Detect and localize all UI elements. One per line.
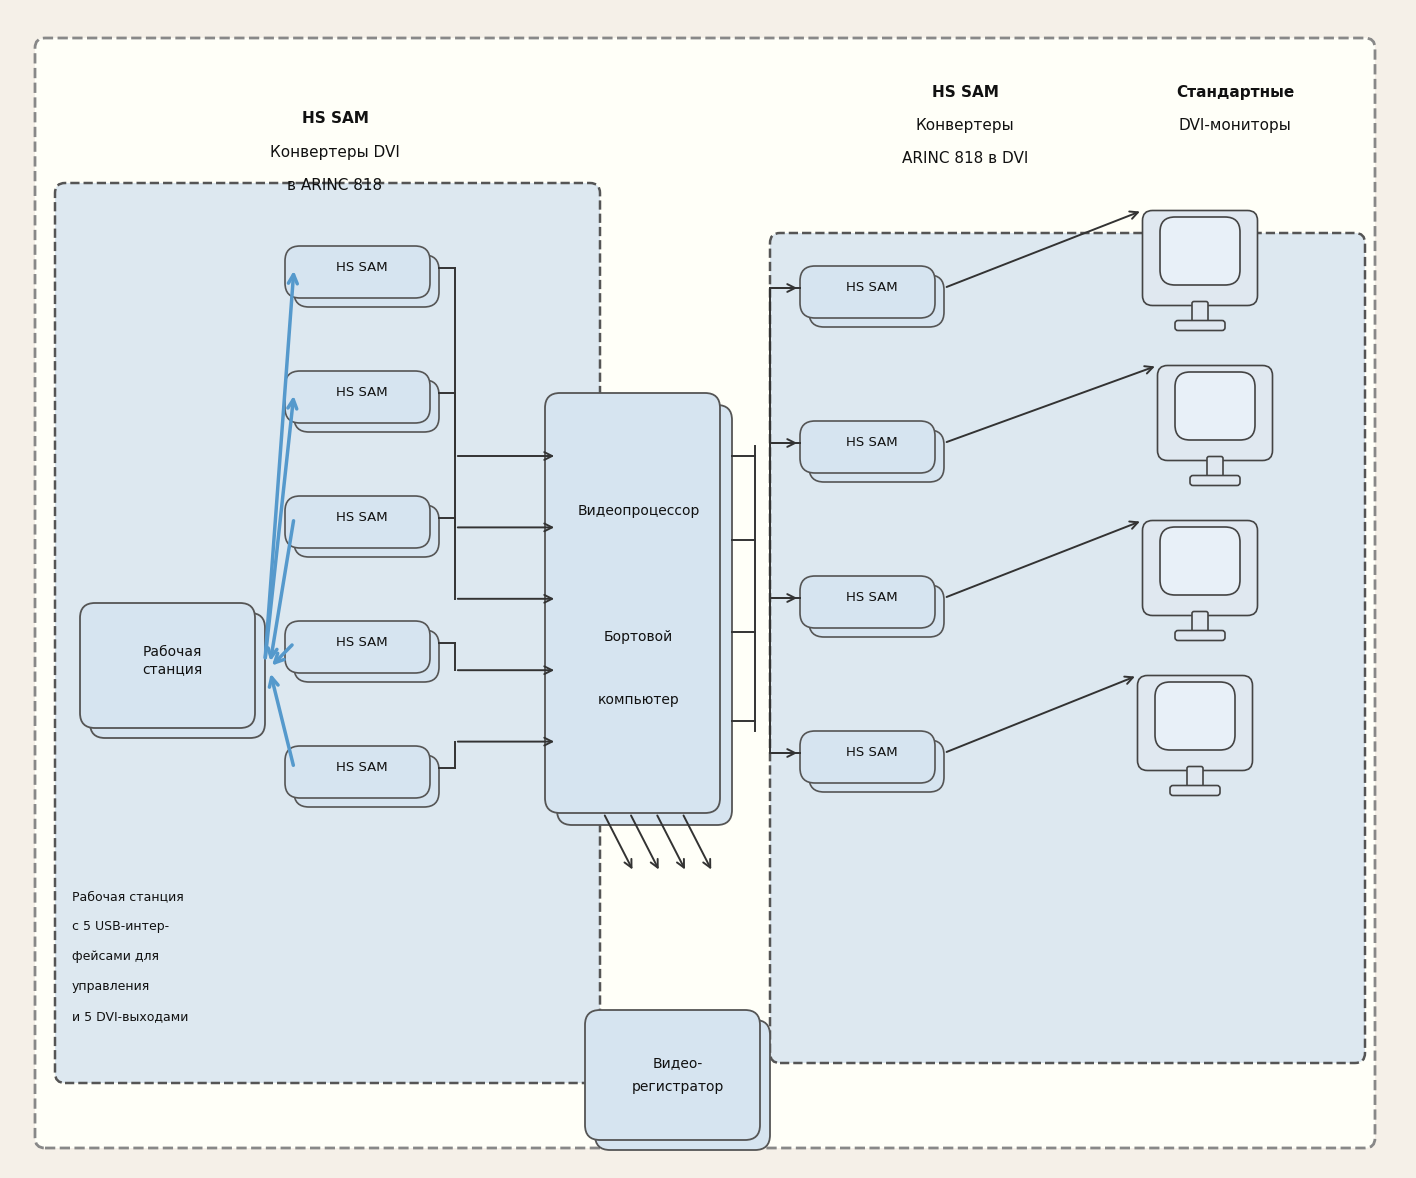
Text: HS SAM: HS SAM (932, 85, 998, 100)
FancyBboxPatch shape (1170, 786, 1221, 795)
FancyBboxPatch shape (1137, 675, 1253, 770)
FancyBboxPatch shape (1160, 217, 1240, 285)
FancyBboxPatch shape (1189, 476, 1240, 485)
Text: DVI-мониторы: DVI-мониторы (1178, 118, 1291, 133)
Text: HS SAM: HS SAM (847, 436, 898, 449)
Text: Видеопроцессор: Видеопроцессор (578, 504, 700, 517)
FancyBboxPatch shape (79, 603, 255, 728)
FancyBboxPatch shape (1175, 320, 1225, 331)
FancyBboxPatch shape (800, 576, 935, 628)
FancyBboxPatch shape (295, 755, 439, 807)
Text: управления: управления (72, 980, 150, 993)
Text: HS SAM: HS SAM (336, 636, 388, 649)
FancyBboxPatch shape (1175, 372, 1255, 441)
FancyBboxPatch shape (295, 505, 439, 557)
FancyBboxPatch shape (1206, 457, 1223, 478)
Text: HS SAM: HS SAM (336, 386, 388, 399)
FancyBboxPatch shape (1155, 682, 1235, 750)
FancyBboxPatch shape (809, 430, 944, 482)
Text: регистратор: регистратор (632, 1080, 724, 1094)
Text: компьютер: компьютер (598, 693, 680, 707)
Text: Видео-: Видео- (653, 1055, 702, 1070)
FancyBboxPatch shape (285, 496, 430, 548)
FancyBboxPatch shape (35, 38, 1375, 1149)
FancyBboxPatch shape (809, 274, 944, 327)
FancyBboxPatch shape (295, 630, 439, 682)
FancyBboxPatch shape (1187, 767, 1204, 788)
Text: в ARINC 818: в ARINC 818 (287, 178, 382, 193)
FancyBboxPatch shape (91, 613, 265, 737)
FancyBboxPatch shape (1175, 630, 1225, 641)
Text: и 5 DVI-выходами: и 5 DVI-выходами (72, 1010, 188, 1023)
FancyBboxPatch shape (595, 1020, 770, 1150)
Text: HS SAM: HS SAM (302, 111, 368, 126)
Text: Рабочая
станция: Рабочая станция (143, 646, 202, 676)
FancyBboxPatch shape (545, 393, 719, 813)
FancyBboxPatch shape (55, 183, 600, 1083)
Text: HS SAM: HS SAM (847, 746, 898, 759)
FancyBboxPatch shape (295, 254, 439, 307)
Text: HS SAM: HS SAM (336, 761, 388, 774)
Text: Конвертеры DVI: Конвертеры DVI (270, 145, 399, 160)
FancyBboxPatch shape (800, 421, 935, 474)
FancyBboxPatch shape (295, 380, 439, 432)
FancyBboxPatch shape (1160, 527, 1240, 595)
Text: фейсами для: фейсами для (72, 949, 159, 962)
FancyBboxPatch shape (770, 233, 1365, 1063)
Text: HS SAM: HS SAM (336, 511, 388, 524)
Text: Стандартные: Стандартные (1175, 85, 1294, 100)
Text: Конвертеры: Конвертеры (916, 118, 1014, 133)
FancyBboxPatch shape (285, 246, 430, 298)
FancyBboxPatch shape (800, 266, 935, 318)
FancyBboxPatch shape (285, 746, 430, 798)
Text: ARINC 818 в DVI: ARINC 818 в DVI (902, 151, 1028, 166)
FancyBboxPatch shape (1192, 302, 1208, 324)
Text: Рабочая станция: Рабочая станция (72, 891, 184, 904)
FancyBboxPatch shape (285, 621, 430, 673)
Text: HS SAM: HS SAM (847, 591, 898, 604)
FancyBboxPatch shape (285, 371, 430, 423)
Text: HS SAM: HS SAM (336, 262, 388, 274)
Text: Бортовой: Бортовой (603, 629, 673, 643)
FancyBboxPatch shape (1192, 611, 1208, 634)
FancyBboxPatch shape (809, 585, 944, 637)
FancyBboxPatch shape (1143, 521, 1257, 615)
FancyBboxPatch shape (800, 732, 935, 783)
FancyBboxPatch shape (809, 740, 944, 792)
FancyBboxPatch shape (585, 1010, 760, 1140)
FancyBboxPatch shape (1157, 365, 1273, 461)
FancyBboxPatch shape (1143, 211, 1257, 305)
Text: HS SAM: HS SAM (847, 282, 898, 294)
FancyBboxPatch shape (556, 405, 732, 825)
Text: с 5 USB-интер-: с 5 USB-интер- (72, 920, 169, 933)
